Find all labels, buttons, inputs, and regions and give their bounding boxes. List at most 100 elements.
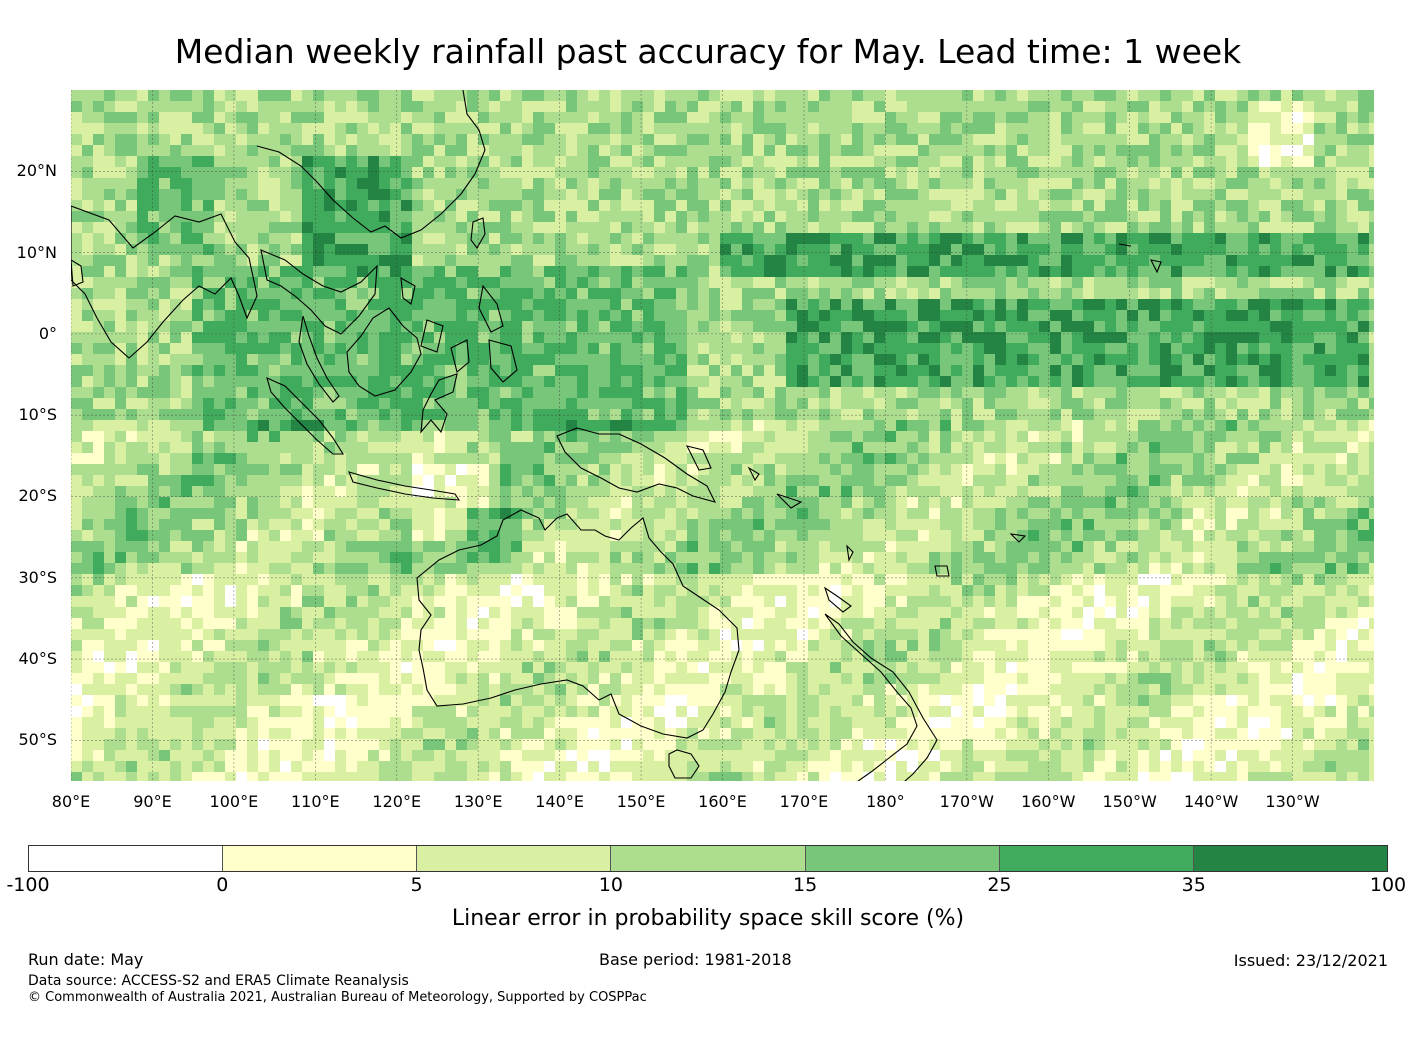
field-cell [115, 145, 127, 157]
field-cell [390, 431, 402, 443]
field-cell [797, 508, 809, 520]
field-cell [1259, 431, 1271, 443]
field-cell [1072, 541, 1084, 553]
field-cell [1116, 332, 1128, 344]
field-cell [181, 519, 193, 531]
field-cell [137, 189, 149, 201]
field-cell [1314, 200, 1326, 212]
field-cell [434, 178, 446, 190]
field-cell [1336, 134, 1348, 146]
field-cell [511, 409, 523, 421]
field-cell [93, 442, 105, 454]
field-cell [181, 420, 193, 432]
field-cell [1116, 112, 1128, 124]
field-cell [1171, 486, 1183, 498]
field-cell [1281, 409, 1293, 421]
field-cell [929, 255, 941, 267]
field-cell [621, 398, 633, 410]
field-cell [1204, 222, 1216, 234]
field-cell [467, 519, 479, 531]
field-cell [1127, 453, 1139, 465]
field-cell [1237, 343, 1249, 355]
field-cell [995, 376, 1007, 388]
field-cell [500, 431, 512, 443]
field-cell [764, 398, 776, 410]
field-cell [1171, 101, 1183, 113]
field-cell [456, 387, 468, 399]
field-cell [313, 101, 325, 113]
field-cell [687, 222, 699, 234]
field-cell [544, 398, 556, 410]
field-cell [973, 255, 985, 267]
field-cell [973, 310, 985, 322]
field-cell [1061, 464, 1073, 476]
field-cell [1050, 398, 1062, 410]
field-cell [874, 123, 886, 135]
field-cell [786, 387, 798, 399]
field-cell [192, 464, 204, 476]
field-cell [863, 453, 875, 465]
field-cell [324, 541, 336, 553]
field-cell [126, 90, 138, 102]
field-cell [764, 442, 776, 454]
field-cell [863, 321, 875, 333]
field-cell [929, 299, 941, 311]
field-cell [962, 255, 974, 267]
field-cell [940, 420, 952, 432]
field-cell [797, 475, 809, 487]
field-cell [687, 453, 699, 465]
field-cell [1314, 321, 1326, 333]
field-cell [379, 475, 391, 487]
field-cell [643, 156, 655, 168]
field-cell [588, 321, 600, 333]
field-cell [973, 343, 985, 355]
field-cell [1116, 321, 1128, 333]
field-cell [511, 299, 523, 311]
field-cell [1050, 475, 1062, 487]
field-cell [137, 420, 149, 432]
field-cell [148, 288, 160, 300]
field-cell [1303, 310, 1315, 322]
field-cell [104, 530, 116, 542]
field-cell [203, 387, 215, 399]
field-cell [1336, 431, 1348, 443]
field-cell [808, 332, 820, 344]
field-cell [709, 266, 721, 278]
field-cell [511, 233, 523, 245]
field-cell [797, 167, 809, 179]
field-cell [291, 321, 303, 333]
field-cell [1259, 321, 1271, 333]
field-cell [709, 178, 721, 190]
field-cell [1292, 178, 1304, 190]
field-cell [291, 288, 303, 300]
field-cell [1248, 200, 1260, 212]
field-cell [1248, 508, 1260, 520]
field-cell [852, 233, 864, 245]
field-cell [1116, 541, 1128, 553]
field-cell [1270, 123, 1282, 135]
field-cell [181, 343, 193, 355]
field-cell [1072, 189, 1084, 201]
field-cell [1160, 101, 1172, 113]
field-cell [1094, 464, 1106, 476]
field-cell [775, 310, 787, 322]
field-cell [720, 211, 732, 223]
field-cell [467, 409, 479, 421]
field-cell [258, 541, 270, 553]
field-cell [841, 200, 853, 212]
field-cell [478, 244, 490, 256]
field-cell [390, 288, 402, 300]
field-cell [203, 420, 215, 432]
field-cell [1292, 530, 1304, 542]
field-cell [1105, 156, 1117, 168]
field-cell [291, 244, 303, 256]
field-cell [280, 200, 292, 212]
field-cell [940, 409, 952, 421]
field-cell [115, 365, 127, 377]
field-cell [335, 343, 347, 355]
field-cell [687, 475, 699, 487]
field-cell [170, 156, 182, 168]
field-cell [104, 343, 116, 355]
field-cell [874, 178, 886, 190]
field-cell [247, 156, 259, 168]
